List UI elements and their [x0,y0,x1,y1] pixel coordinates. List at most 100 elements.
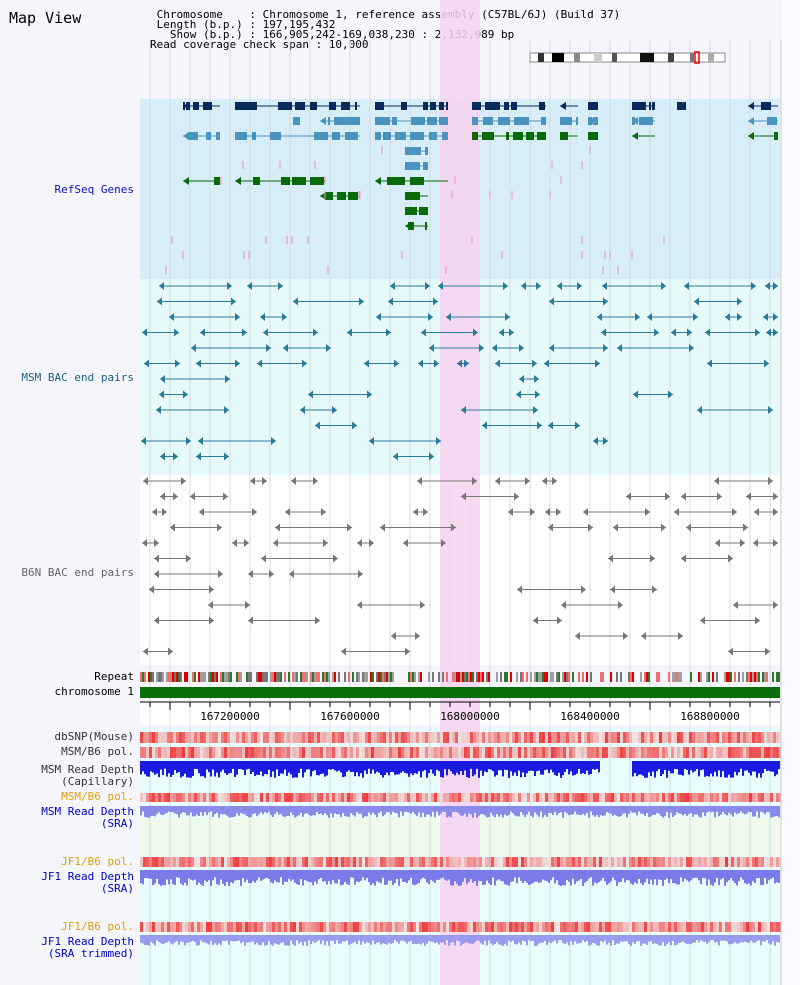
depth-bar [558,806,560,814]
depth-bar [184,935,186,946]
depth-bar [592,761,594,770]
depth-bar [456,935,458,941]
depth-bar [336,870,338,884]
repeat-block [228,672,230,682]
repeat-block [378,672,380,682]
repeat-block [152,672,154,682]
heat-cell [716,857,719,867]
depth-bar [262,870,264,880]
heat-cell [674,857,677,867]
gene-exon [310,102,317,110]
heat-cell [644,793,647,802]
depth-bar [378,935,380,943]
heat-cell [467,732,470,743]
repeat-block [332,672,334,682]
depth-bar [318,935,320,941]
depth-bar [352,935,354,943]
depth-bar [470,935,472,944]
depth-bar [536,761,538,772]
depth-bar [568,935,570,946]
heat-cell [143,747,146,758]
depth-bar [268,870,270,879]
repeat-block [172,672,174,682]
depth-bar [514,935,516,945]
heat-cell [773,747,776,758]
heat-cell [302,747,305,758]
depth-bar [184,761,186,774]
repeat-block [522,672,524,682]
depth-bar [330,935,332,941]
depth-bar [394,935,396,940]
heat-cell [602,857,605,867]
depth-bar [610,870,612,882]
b6n-bac-track-label[interactable]: B6N BAC end pairs [21,566,134,579]
refseq-gene [183,177,220,185]
bac-end-left [376,313,381,321]
heat-cell [551,732,554,743]
heat-cell [578,793,581,802]
heat-cell [407,793,410,802]
depth-bar [582,935,584,941]
heat-cell [509,732,512,743]
depth-bar [364,935,366,944]
depth-bar [474,806,476,813]
bac-end-right [773,282,778,290]
depth-bar [378,870,380,883]
heat-cell [734,857,737,867]
depth-bar [744,761,746,771]
repeat-block [184,672,186,682]
depth-bar [588,806,590,818]
depth-bar [744,935,746,942]
heat-cell [545,747,548,758]
msm-pol-sra-track-label: MSM/B6 pol. [61,790,134,803]
gene-exon [774,132,778,140]
heat-cell [236,857,239,867]
heat-cell [443,922,446,932]
depth-bar [284,761,286,770]
depth-bar [360,761,362,774]
depth-bar [336,761,338,772]
heat-cell [749,747,752,758]
heat-cell [686,793,689,802]
heat-cell [452,857,455,867]
depth-bar [530,761,532,771]
depth-bar [328,806,330,818]
heat-cell [419,857,422,867]
bac-end-left [694,297,699,306]
heat-cell [416,732,419,743]
gene-strand-arrow [677,102,683,110]
repeat-block [456,672,458,682]
heat-cell [416,747,419,758]
repeat-block [216,672,218,682]
depth-bar [282,806,284,817]
bac-end-right [181,477,186,485]
msm-bac-pair [169,313,240,321]
heat-cell [512,732,515,743]
msm-bac-track-label[interactable]: MSM BAC end pairs [21,371,134,384]
heat-cell [155,922,158,932]
depth-bar [438,806,440,816]
heat-cell [245,922,248,932]
refseq-track-label[interactable]: RefSeq Genes [54,183,134,196]
depth-bar [618,935,620,944]
heat-cell [236,747,239,758]
heat-cell [497,747,500,758]
heat-cell [584,747,587,758]
heat-cell [371,857,374,867]
heat-cell [182,747,185,758]
depth-bar [296,935,298,941]
bac-end-left [495,477,500,485]
depth-bar [284,935,286,946]
heat-cell [377,747,380,758]
depth-bar [616,935,618,944]
bac-end-left [157,297,162,306]
depth-bar [484,870,486,885]
heat-cell [572,857,575,867]
heat-cell [254,732,257,743]
depth-bar [550,935,552,944]
depth-bar [476,935,478,941]
depth-bar [320,870,322,878]
depth-bar [150,761,152,772]
depth-bar [654,806,656,815]
